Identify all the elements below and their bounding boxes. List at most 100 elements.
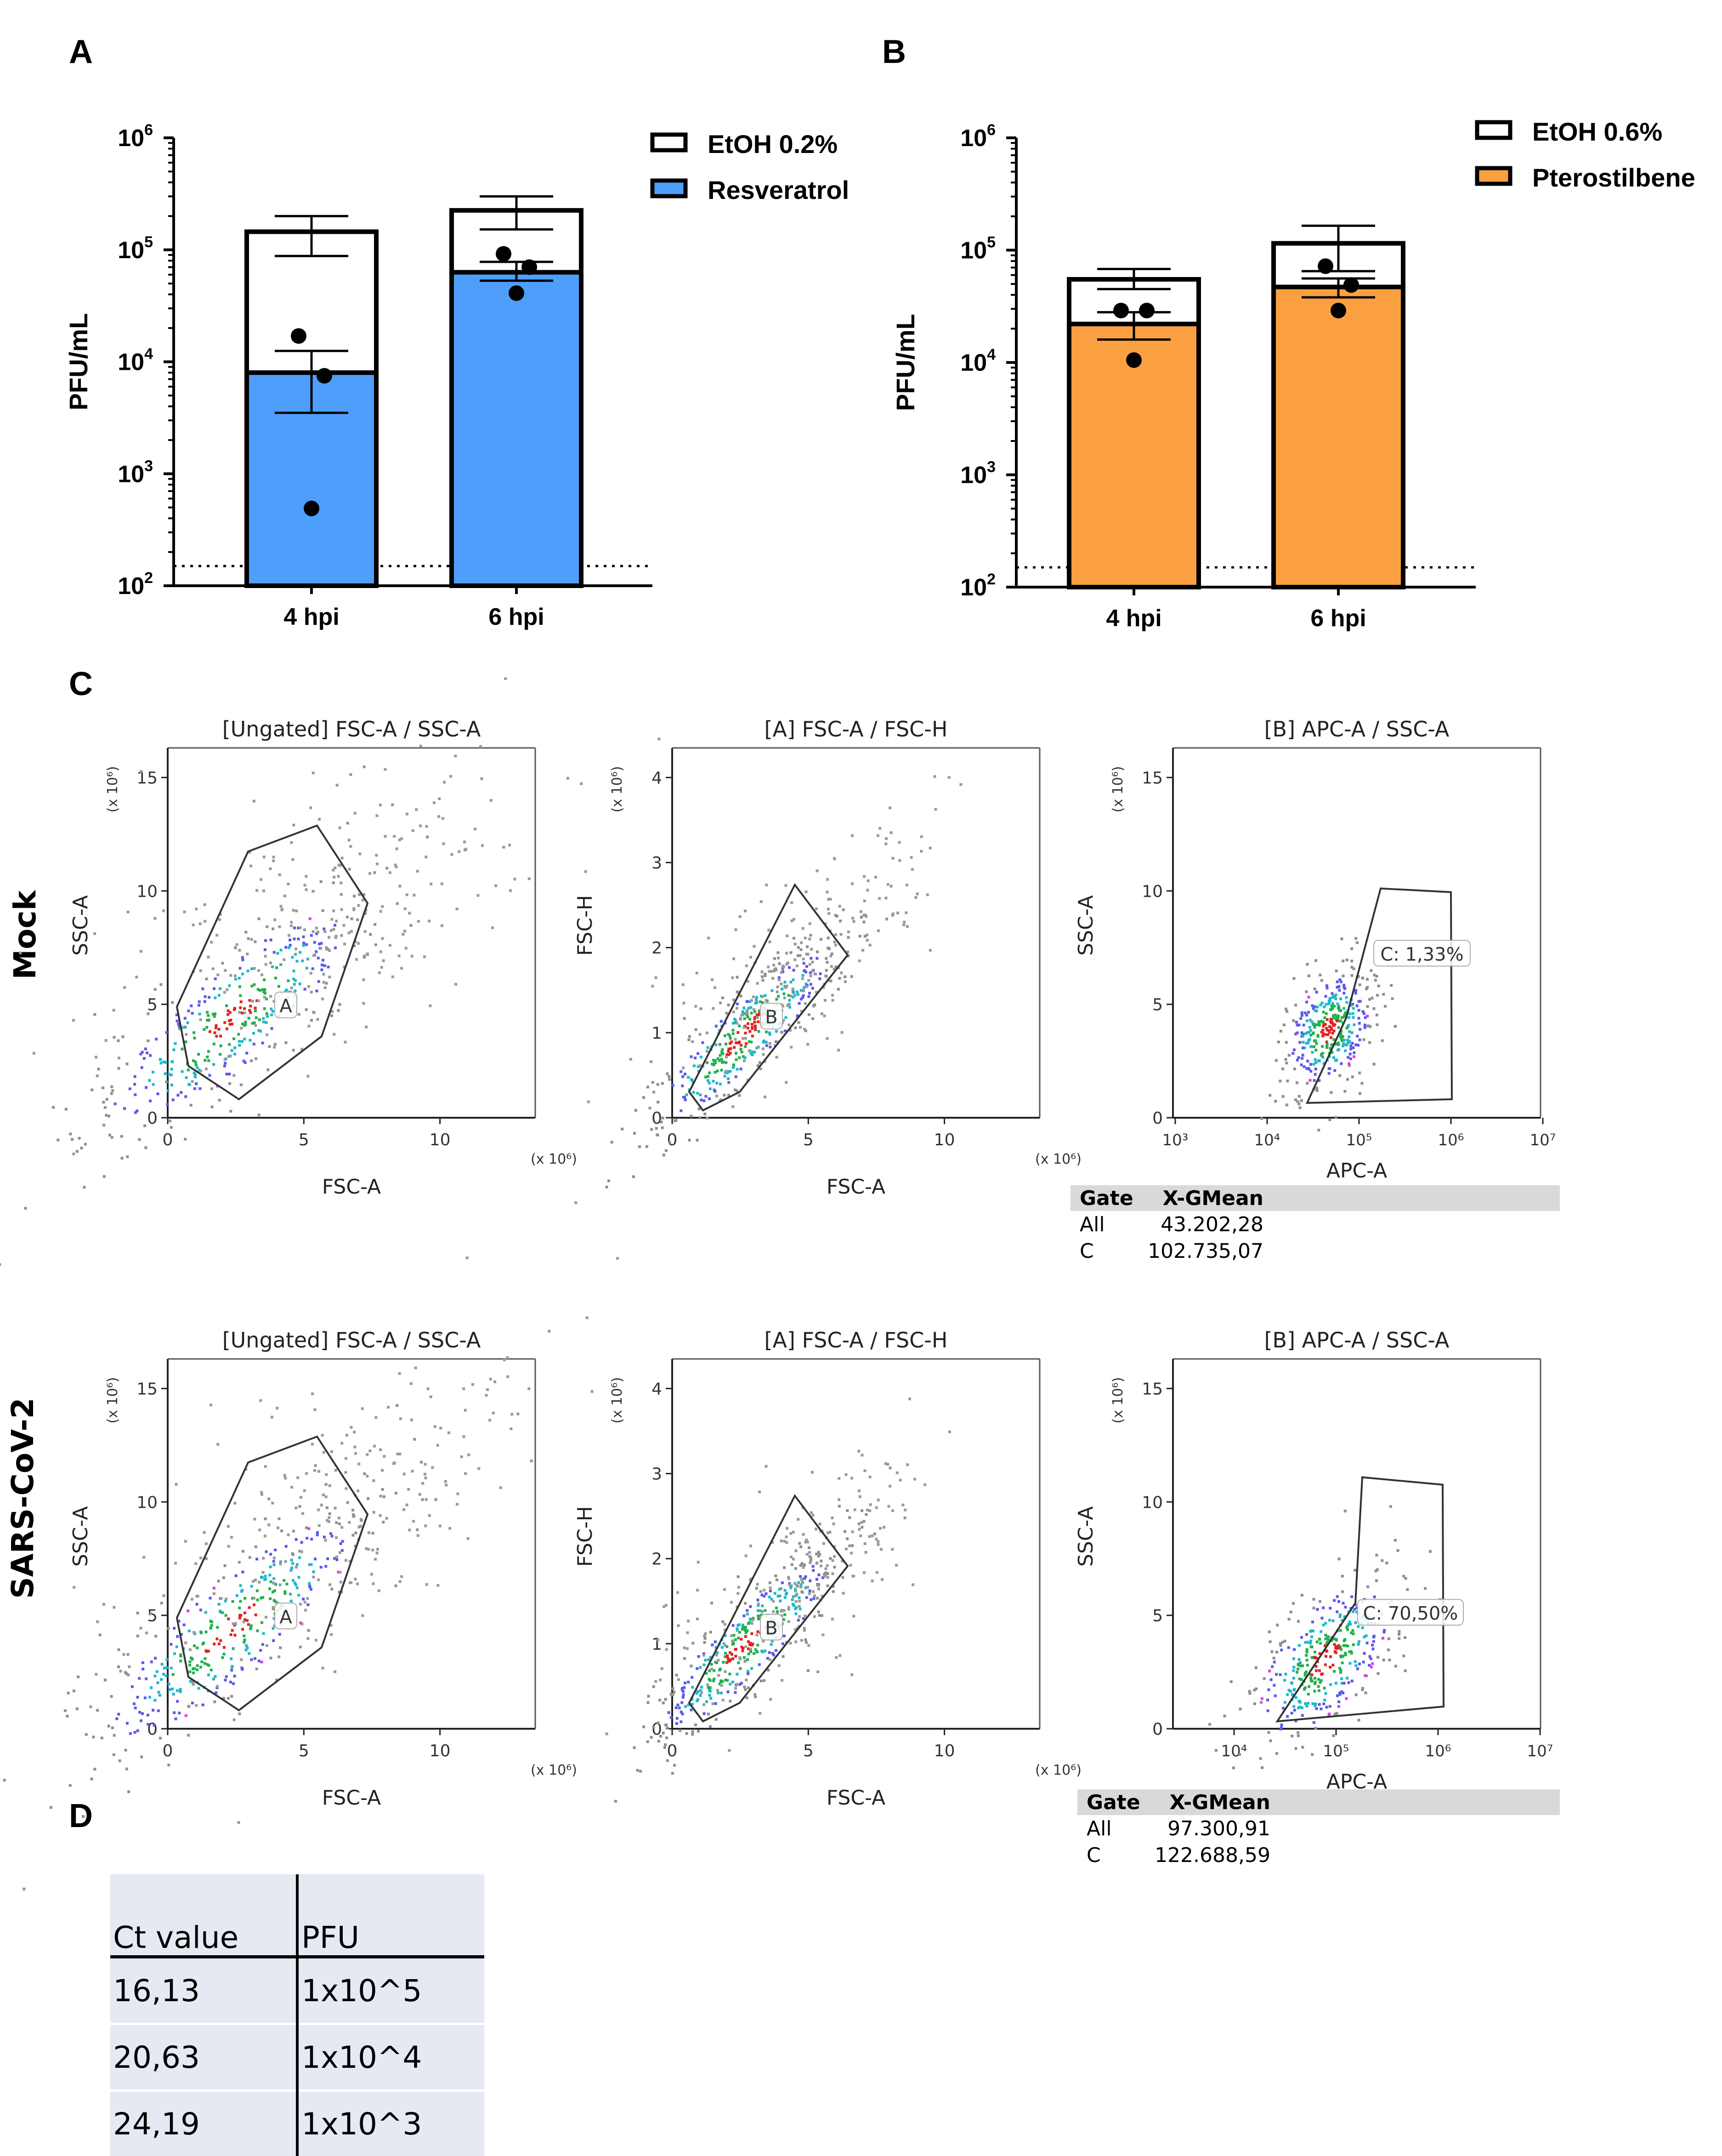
event-dot <box>255 1016 258 1019</box>
event-dot <box>147 1723 149 1726</box>
event-dot <box>1350 1596 1353 1598</box>
event-dot <box>448 1527 451 1530</box>
event-dot <box>794 1613 797 1615</box>
event-dot <box>657 1721 659 1724</box>
event-dot <box>1275 1651 1278 1653</box>
stats-table-sars: Gate X-GMean All 97.300,91 C 122.688,59 <box>1077 1789 1560 1868</box>
event-dot <box>1364 1016 1367 1019</box>
event-dot <box>204 1657 207 1660</box>
event-dot <box>580 782 583 785</box>
event-dot <box>934 775 936 778</box>
event-dot <box>1299 1017 1302 1020</box>
event-dot <box>1348 1036 1350 1038</box>
event-dot <box>243 1007 246 1010</box>
event-dot <box>873 1533 876 1535</box>
event-dot <box>193 1037 196 1040</box>
event-dot <box>189 1660 192 1663</box>
event-dot <box>261 973 263 976</box>
event-dot <box>812 1569 815 1572</box>
event-dot <box>1335 969 1338 972</box>
event-dot <box>299 927 302 929</box>
event-dot <box>806 1553 809 1556</box>
event-dot <box>755 998 758 1001</box>
event-dot <box>310 1538 313 1540</box>
event-dot <box>638 1145 641 1148</box>
event-dot <box>808 1592 811 1595</box>
event-dot <box>896 911 899 914</box>
event-dot <box>291 1562 294 1565</box>
event-dot <box>467 1537 470 1540</box>
event-dot <box>226 988 228 991</box>
event-dot <box>714 1043 717 1046</box>
event-dot <box>230 1633 232 1636</box>
event-dot <box>315 1639 317 1641</box>
event-dot <box>229 1055 232 1058</box>
event-dot <box>406 894 408 896</box>
event-dot <box>672 1084 674 1087</box>
event-dot <box>719 1054 722 1057</box>
event-dot <box>378 971 381 974</box>
event-dot <box>825 975 828 978</box>
event-dot <box>902 923 905 926</box>
event-dot <box>769 1581 771 1584</box>
event-dot <box>880 1548 883 1551</box>
event-dot <box>699 1666 702 1669</box>
event-dot <box>334 1469 337 1471</box>
event-dot <box>827 1531 829 1534</box>
event-dot <box>696 1589 699 1591</box>
event-dot <box>240 1027 243 1030</box>
event-dot <box>675 1722 678 1725</box>
event-dot <box>808 1013 810 1016</box>
event-dot <box>261 1621 263 1624</box>
event-dot <box>215 934 218 937</box>
event-dot <box>1293 1688 1296 1691</box>
event-dot <box>306 958 309 961</box>
event-dot <box>317 980 320 983</box>
event-dot <box>1398 1630 1400 1633</box>
event-dot <box>165 1081 168 1083</box>
event-dot <box>1314 1061 1317 1064</box>
event-dot <box>646 1086 649 1088</box>
event-dot <box>895 1564 898 1567</box>
event-dot <box>1292 1669 1295 1672</box>
event-dot <box>1321 1002 1324 1004</box>
event-dot <box>1255 1687 1258 1690</box>
event-dot <box>312 1576 315 1579</box>
event-dot <box>285 1545 288 1548</box>
event-dot <box>188 1630 191 1632</box>
event-dot <box>765 1030 768 1033</box>
event-dot <box>765 999 768 1002</box>
event-dot <box>753 1018 756 1020</box>
event-dot <box>3 1779 6 1782</box>
event-dot <box>268 1045 271 1048</box>
y-axis-label: FSC-H <box>573 1506 597 1567</box>
event-dot <box>717 1674 720 1677</box>
event-dot <box>120 1135 123 1138</box>
event-dot <box>818 977 821 980</box>
event-dot <box>792 991 794 994</box>
event-dot <box>1309 1079 1312 1082</box>
event-dot <box>1319 1600 1321 1603</box>
event-dot <box>696 1139 699 1142</box>
event-dot <box>818 1614 821 1617</box>
event-dot <box>658 1699 661 1702</box>
event-dot <box>794 1641 797 1643</box>
event-dot <box>1351 1042 1354 1045</box>
event-dot <box>841 1576 844 1579</box>
stats-gate: All <box>1071 1213 1144 1236</box>
event-dot <box>1314 1068 1317 1070</box>
event-dot <box>1329 1067 1331 1070</box>
event-dot <box>800 989 803 992</box>
event-dot <box>838 1505 841 1508</box>
event-dot <box>815 1528 817 1530</box>
event-dot <box>751 1035 754 1037</box>
event-dot <box>313 941 316 944</box>
event-dot <box>353 1431 356 1433</box>
y-tick-label: 15 <box>1142 769 1163 787</box>
event-dot <box>430 1396 432 1398</box>
event-dot <box>769 1042 771 1045</box>
event-dot <box>317 956 320 959</box>
event-dot <box>263 979 266 981</box>
event-dot <box>1301 1706 1303 1709</box>
event-dot <box>285 1041 288 1044</box>
